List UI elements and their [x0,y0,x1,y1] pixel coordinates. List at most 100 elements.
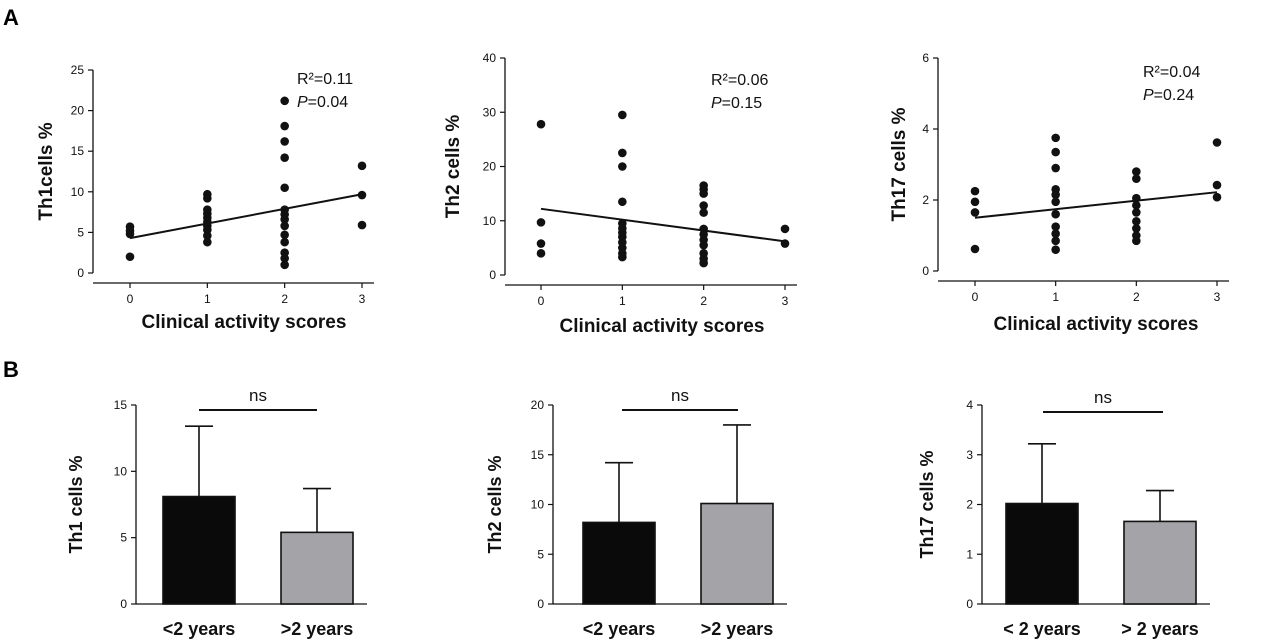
data-point [1132,201,1141,210]
bar-under-2-years [162,495,236,605]
x-tick-label: 2 [1133,290,1140,304]
x-category-label: > 2 years [1121,619,1199,639]
x-category-label: >2 years [701,619,774,639]
p-value: =0.15 [722,95,763,112]
data-point [1132,167,1141,176]
chart-th1-vs-cas: 0 5 10 15 20 25 0 1 2 3 R²=0.11 P=0.04 Clinical acti… [36,63,374,333]
y-tick-label: 1 [966,547,973,561]
regression-line [540,207,786,243]
x-tick-label: 1 [1052,290,1059,304]
data-point [1132,193,1141,203]
bar-under-2-years [1005,502,1079,605]
chart-th17-vs-cas: 0 2 4 6 0 1 2 3 R²=0.04 P=0.24 Clinical activity s… [889,51,1229,335]
data-point [1212,192,1222,202]
x-tick-label: 3 [782,294,789,308]
y-tick-label: 4 [922,122,929,136]
data-point [357,161,367,171]
data-point [618,197,627,207]
data-point [280,260,289,270]
data-point [1051,190,1060,199]
chart-th1-by-duration: 0 5 10 15 <2 years >2 years ns Th1 cells % [66,386,367,639]
panel-label-a: A [3,5,19,30]
data-point [357,220,367,230]
data-point [203,237,212,247]
p-value-label: P=0.04 [297,94,348,111]
chart-th2-by-duration: 0 5 10 15 20 <2 years >2 years ns Th2 cells % [485,386,787,639]
data-point [699,208,708,217]
x-tick-label: 2 [700,294,707,308]
data-point [536,119,546,129]
data-point [1051,236,1060,246]
x-tick-label: 1 [204,292,211,306]
y-tick-label: 5 [77,225,84,239]
y-tick-label: 0 [966,597,973,611]
y-axis-title: Th17 cells % [917,450,937,558]
data-point [618,148,627,158]
y-tick-label: 15 [71,144,85,158]
data-point [699,189,708,198]
data-point [1051,209,1060,219]
chart-th17-by-duration: 0 1 2 3 4 < 2 years > 2 years ns Th17 cells % [917,388,1210,639]
panel-label-b: B [3,357,19,382]
data-point [1132,224,1141,233]
data-point [1132,174,1141,183]
y-axis-title: Th1 cells % [66,455,86,553]
y-tick-label: 2 [966,498,973,512]
data-point [280,153,289,162]
data-point [1132,208,1141,217]
y-axis-title: Th1cells % [36,122,57,220]
data-point [125,252,135,262]
r-squared-label: R²=0.11 [297,71,353,88]
x-tick-label: 3 [359,292,366,306]
data-point [536,239,546,248]
x-tick-label: 2 [281,292,288,306]
y-tick-label: 5 [537,547,544,561]
y-tick-label: 10 [483,214,497,228]
data-point [780,239,790,248]
y-axis-title: Th17 cells % [889,107,910,221]
y-tick-label: 15 [531,448,545,462]
y-tick-label: 20 [71,104,85,118]
data-point [1051,229,1060,239]
data-point [970,197,980,207]
p-value-label: P=0.24 [1143,87,1194,104]
x-axis-title: Clinical activity scores [994,314,1199,335]
data-point [280,215,289,224]
x-axis-title: Clinical activity scores [560,316,765,337]
significance-label: ns [1094,388,1112,407]
y-axis-title: Th2 cells % [485,455,505,553]
significance-label: ns [671,386,689,405]
data-point [1212,180,1222,190]
regression-line [974,191,1218,219]
x-category-label: < 2 years [1003,619,1081,639]
y-tick-label: 0 [77,266,84,280]
y-tick-label: 4 [966,398,973,412]
r-squared-label: R²=0.06 [711,72,768,89]
bar-under-2-years [582,521,656,605]
p-symbol: P [1143,87,1154,104]
y-tick-label: 6 [922,51,929,65]
data-point [357,190,367,200]
data-point [280,237,289,247]
data-point [699,258,708,268]
p-value: =0.04 [308,94,349,111]
data-point [618,110,627,120]
bar-over-2-years [1123,520,1197,605]
y-tick-label: 10 [531,498,545,512]
data-point [780,224,790,234]
y-tick-label: 20 [531,398,545,412]
x-tick-label: 3 [1214,290,1221,304]
data-point [125,229,135,239]
data-point [536,218,546,227]
y-tick-label: 30 [483,105,497,119]
y-tick-label: 40 [483,51,497,65]
x-tick-label: 0 [538,294,545,308]
data-point [970,244,980,254]
x-tick-label: 0 [972,290,979,304]
p-value-label: P=0.15 [711,95,762,112]
y-tick-label: 5 [120,531,127,545]
y-tick-label: 0 [922,264,929,278]
data-point [618,252,627,262]
data-point [1051,133,1060,143]
